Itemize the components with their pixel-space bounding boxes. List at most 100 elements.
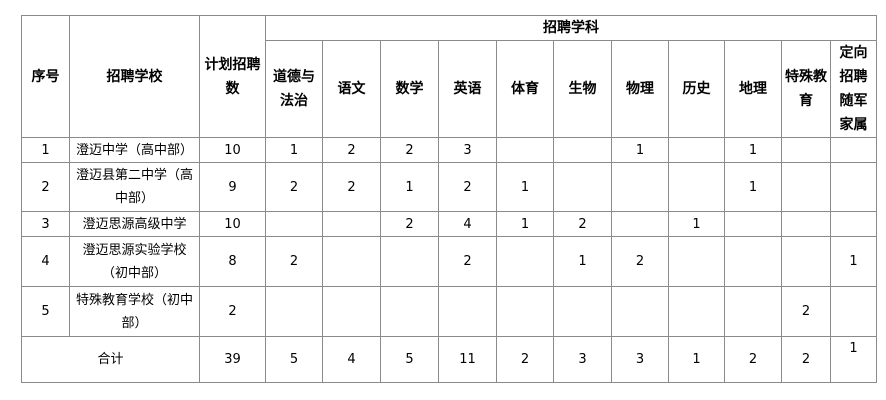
- recruitment-table: 序号 招聘学校 计划招聘数 招聘学科 道德与法治 语文 数学 英语 体育 生物 物理 历史 地理…: [21, 15, 877, 383]
- cell-subject-count: [322, 286, 381, 337]
- cell-subject-count: [830, 286, 877, 337]
- cell-subject-count: [781, 137, 831, 163]
- cell-subject-count: [496, 137, 554, 163]
- cell-subject-count: [611, 162, 669, 212]
- total-subject-count: 11: [438, 336, 497, 383]
- cell-subject-count: 2: [380, 137, 439, 163]
- cell-subject-count: 1: [265, 137, 323, 163]
- cell-subject-count: [830, 211, 877, 237]
- cell-subject-count: 1: [380, 162, 439, 212]
- cell-school: 特殊教育学校（初中部）: [69, 286, 200, 337]
- header-seq: 序号: [21, 15, 70, 138]
- cell-subject-count: [668, 162, 725, 212]
- cell-subject-count: 1: [724, 137, 782, 163]
- cell-subject-count: 4: [438, 211, 497, 237]
- cell-subject-count: [668, 236, 725, 287]
- cell-subject-count: [830, 137, 877, 163]
- cell-subject-count: 1: [553, 236, 612, 287]
- cell-subject-count: [668, 286, 725, 337]
- cell-subject-count: [322, 236, 381, 287]
- cell-subject-count: [781, 162, 831, 212]
- cell-subject-count: [496, 236, 554, 287]
- cell-subject-count: [553, 162, 612, 212]
- cell-planned: 9: [199, 162, 266, 212]
- cell-subject-count: 2: [380, 211, 439, 237]
- cell-subject-count: 2: [781, 286, 831, 337]
- cell-subject-count: 1: [668, 211, 725, 237]
- total-label: 合计: [21, 336, 200, 383]
- cell-subject-count: 1: [496, 162, 554, 212]
- cell-subject-count: [724, 286, 782, 337]
- total-subject-count: 1: [830, 336, 877, 383]
- cell-subject-count: 2: [322, 137, 381, 163]
- header-subject: 历史: [668, 40, 725, 138]
- cell-subject-count: [496, 286, 554, 337]
- header-school: 招聘学校: [69, 15, 200, 138]
- cell-school: 澄迈思源高级中学: [69, 211, 200, 237]
- cell-seq: 3: [21, 211, 70, 237]
- total-subject-count: 5: [265, 336, 323, 383]
- cell-subject-count: 2: [553, 211, 612, 237]
- total-subject-count: 4: [322, 336, 381, 383]
- cell-subject-count: [724, 236, 782, 287]
- table-row: 1 澄迈中学（高中部） 10 1 2 2 3 1 1: [21, 137, 877, 163]
- cell-subject-count: 2: [438, 236, 497, 287]
- total-subject-count: 2: [781, 336, 831, 383]
- header-subject: 数学: [380, 40, 439, 138]
- cell-subject-count: [322, 211, 381, 237]
- header-subject: 定向招聘随军家属: [830, 40, 877, 138]
- header-subject: 语文: [322, 40, 381, 138]
- header-subject: 英语: [438, 40, 497, 138]
- table-row: 4 澄迈思源实验学校（初中部） 8 2 2 1 2 1: [21, 236, 877, 287]
- cell-subject-count: 1: [611, 137, 669, 163]
- header-subject: 生物: [553, 40, 612, 138]
- table-row: 5 特殊教育学校（初中部） 2 2: [21, 286, 877, 337]
- cell-seq: 1: [21, 137, 70, 163]
- cell-subject-count: 3: [438, 137, 497, 163]
- cell-planned: 10: [199, 211, 266, 237]
- cell-planned: 10: [199, 137, 266, 163]
- cell-subject-count: 2: [265, 162, 323, 212]
- cell-subject-count: 2: [265, 236, 323, 287]
- cell-subject-count: 1: [496, 211, 554, 237]
- total-planned: 39: [199, 336, 266, 383]
- total-subject-count: 3: [553, 336, 612, 383]
- cell-subject-count: [611, 211, 669, 237]
- table-row: 2 澄迈县第二中学（高中部） 9 2 2 1 2 1 1: [21, 162, 877, 212]
- cell-school: 澄迈县第二中学（高中部）: [69, 162, 200, 212]
- cell-subject-count: [380, 236, 439, 287]
- cell-subject-count: 1: [724, 162, 782, 212]
- total-subject-count: 2: [496, 336, 554, 383]
- total-subject-count: 1: [668, 336, 725, 383]
- cell-subject-count: [830, 162, 877, 212]
- total-subject-count: 5: [380, 336, 439, 383]
- header-subject: 地理: [724, 40, 782, 138]
- cell-seq: 5: [21, 286, 70, 337]
- cell-subject-count: 1: [830, 236, 877, 287]
- header-subject: 体育: [496, 40, 554, 138]
- header-subjects-group: 招聘学科: [265, 15, 877, 41]
- cell-subject-count: 2: [438, 162, 497, 212]
- cell-subject-count: [265, 286, 323, 337]
- cell-seq: 4: [21, 236, 70, 287]
- header-planned: 计划招聘数: [199, 15, 266, 138]
- cell-subject-count: [438, 286, 497, 337]
- header-subject: 特殊教育: [781, 40, 831, 138]
- cell-subject-count: [380, 286, 439, 337]
- header-subject: 物理: [611, 40, 669, 138]
- cell-planned: 2: [199, 286, 266, 337]
- cell-planned: 8: [199, 236, 266, 287]
- total-subject-count: 2: [724, 336, 782, 383]
- header-subject: 道德与法治: [265, 40, 323, 138]
- cell-subject-count: 2: [322, 162, 381, 212]
- total-subject-count: 3: [611, 336, 669, 383]
- cell-subject-count: [265, 211, 323, 237]
- cell-school: 澄迈思源实验学校（初中部）: [69, 236, 200, 287]
- cell-subject-count: 2: [611, 236, 669, 287]
- cell-school: 澄迈中学（高中部）: [69, 137, 200, 163]
- table-row: 3 澄迈思源高级中学 10 2 4 1 2 1: [21, 211, 877, 237]
- cell-seq: 2: [21, 162, 70, 212]
- cell-subject-count: [553, 286, 612, 337]
- cell-subject-count: [668, 137, 725, 163]
- cell-subject-count: [781, 236, 831, 287]
